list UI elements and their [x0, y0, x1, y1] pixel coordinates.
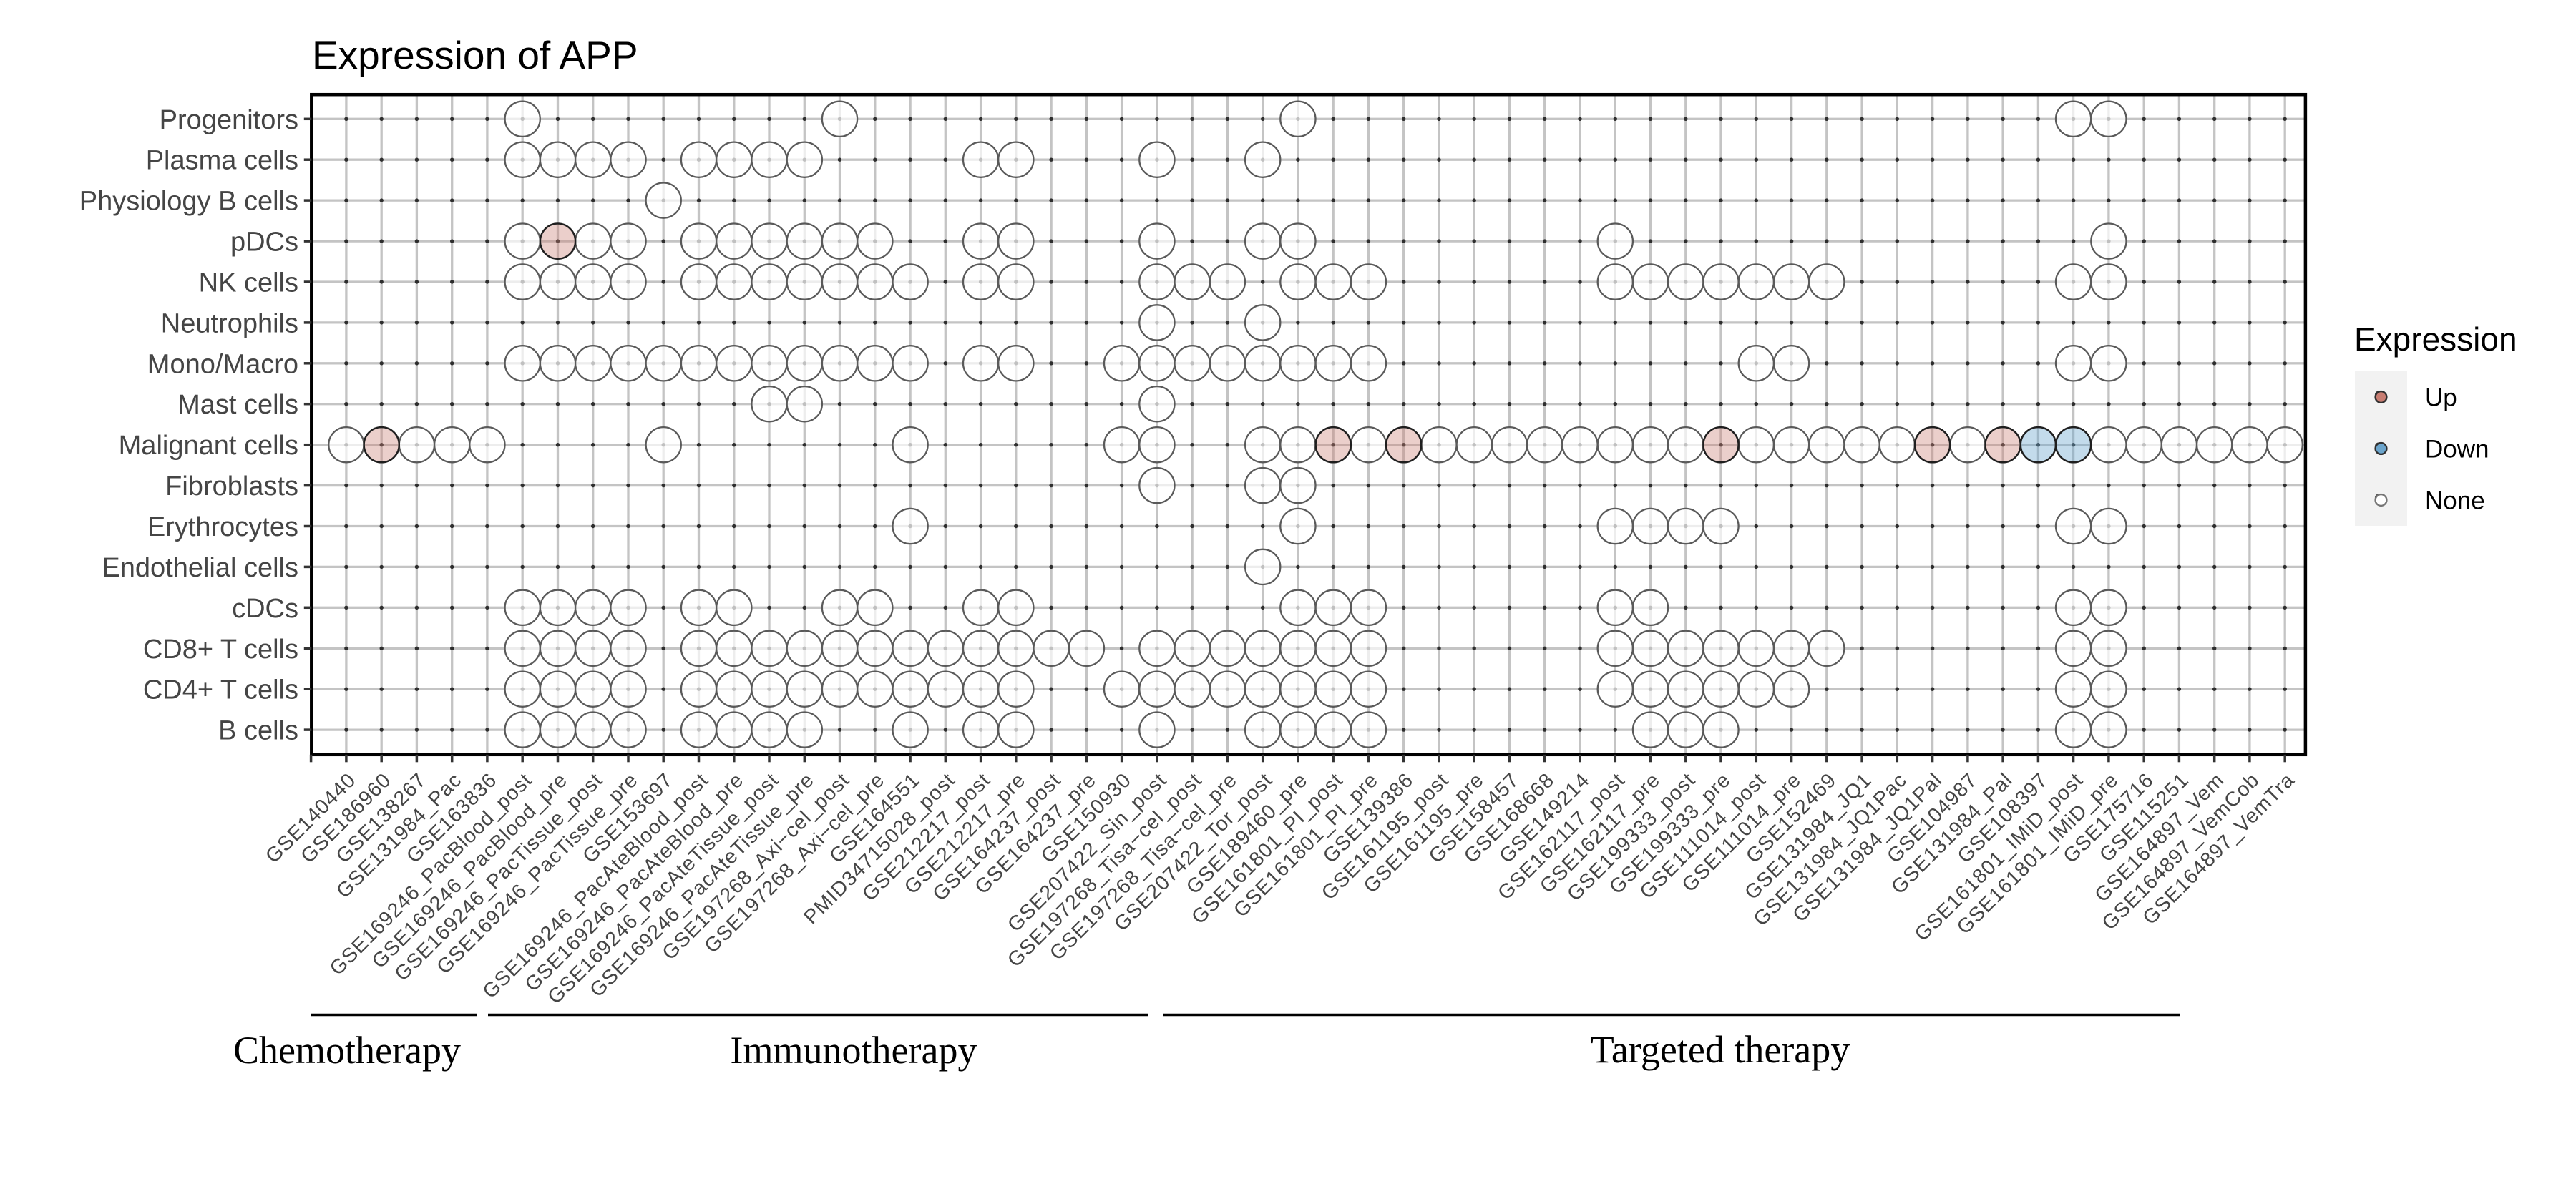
svg-text:Mono/Macro: Mono/Macro	[147, 349, 298, 379]
svg-text:None: None	[2425, 487, 2485, 515]
svg-text:Fibroblasts: Fibroblasts	[165, 471, 298, 502]
svg-text:Plasma cells: Plasma cells	[146, 146, 298, 176]
svg-text:Down: Down	[2425, 436, 2489, 464]
svg-text:cDCs: cDCs	[232, 594, 298, 624]
svg-text:Neutrophils: Neutrophils	[161, 308, 298, 338]
svg-text:Physiology B cells: Physiology B cells	[79, 187, 298, 217]
svg-text:Progenitors: Progenitors	[160, 105, 298, 135]
svg-text:Up: Up	[2425, 384, 2457, 412]
svg-text:Malignant cells: Malignant cells	[119, 431, 298, 461]
svg-text:Chemotherapy: Chemotherapy	[233, 1029, 461, 1072]
svg-text:Immunotherapy: Immunotherapy	[731, 1029, 977, 1072]
svg-text:Expression of APP: Expression of APP	[312, 33, 638, 77]
svg-text:NK cells: NK cells	[199, 268, 298, 298]
svg-text:Targeted therapy: Targeted therapy	[1591, 1028, 1850, 1071]
svg-text:pDCs: pDCs	[230, 227, 298, 258]
svg-text:CD4+ T cells: CD4+ T cells	[143, 675, 298, 705]
svg-text:Expression: Expression	[2354, 321, 2517, 358]
svg-text:Mast cells: Mast cells	[177, 390, 298, 420]
svg-text:Endothelial cells: Endothelial cells	[102, 553, 298, 583]
svg-text:B cells: B cells	[218, 716, 298, 746]
svg-text:Erythrocytes: Erythrocytes	[147, 512, 298, 542]
svg-text:CD8+ T cells: CD8+ T cells	[143, 635, 298, 665]
